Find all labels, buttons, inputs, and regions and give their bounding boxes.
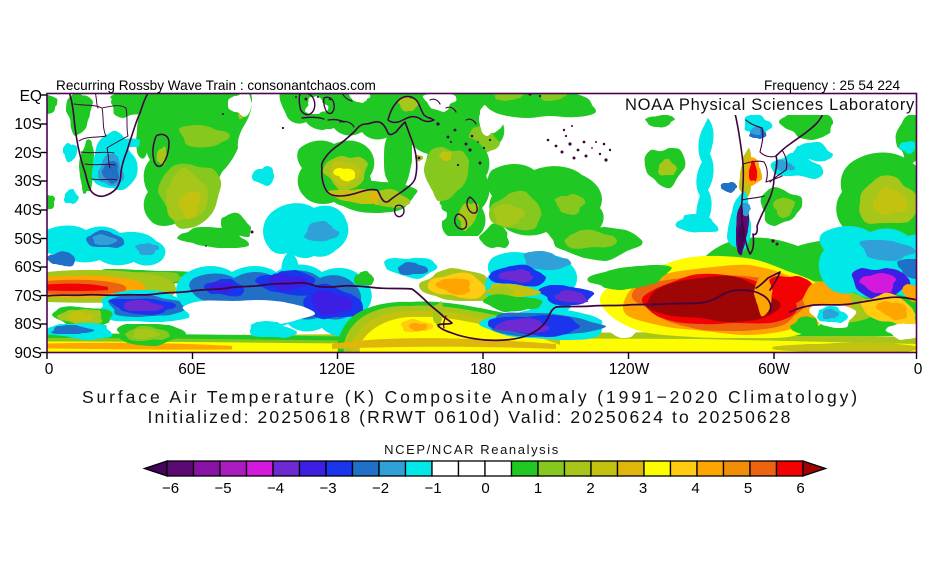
- svg-text:10S: 10S: [14, 116, 42, 133]
- svg-text:NOAA Physical Sciences Laborat: NOAA Physical Sciences Laboratory: [625, 96, 915, 114]
- svg-text:Surface Air Temperature (K) Co: Surface Air Temperature (K) Composite An…: [82, 387, 860, 407]
- svg-text:120W: 120W: [609, 361, 650, 378]
- svg-text:60S: 60S: [14, 259, 42, 276]
- svg-text:2: 2: [586, 480, 594, 497]
- svg-text:NCEP/NCAR Reanalysis: NCEP/NCAR Reanalysis: [384, 442, 560, 457]
- svg-text:20S: 20S: [14, 145, 42, 162]
- svg-text:−1: −1: [424, 480, 441, 497]
- svg-text:Frequency : 25 54 224: Frequency : 25 54 224: [764, 78, 900, 93]
- svg-text:1: 1: [534, 480, 542, 497]
- svg-text:−5: −5: [214, 480, 231, 497]
- svg-text:30S: 30S: [14, 173, 42, 190]
- svg-text:−2: −2: [372, 480, 389, 497]
- svg-text:50S: 50S: [14, 231, 42, 248]
- svg-text:0: 0: [914, 361, 923, 378]
- svg-text:90S: 90S: [14, 345, 42, 362]
- svg-text:40S: 40S: [14, 202, 42, 219]
- svg-text:80S: 80S: [14, 316, 42, 333]
- svg-text:4: 4: [691, 480, 699, 497]
- svg-text:180: 180: [470, 361, 496, 378]
- svg-text:Recurring Rossby Wave Train :: Recurring Rossby Wave Train : consonantc…: [56, 78, 376, 93]
- svg-text:EQ: EQ: [20, 88, 42, 105]
- svg-text:70S: 70S: [14, 288, 42, 305]
- svg-text:6: 6: [796, 480, 804, 497]
- svg-text:−6: −6: [162, 480, 179, 497]
- svg-text:120E: 120E: [319, 361, 355, 378]
- svg-text:3: 3: [639, 480, 647, 497]
- svg-text:−4: −4: [267, 480, 284, 497]
- svg-text:−3: −3: [319, 480, 336, 497]
- svg-text:60W: 60W: [758, 361, 790, 378]
- svg-text:60E: 60E: [178, 361, 206, 378]
- svg-text:0: 0: [45, 361, 54, 378]
- svg-text:5: 5: [744, 480, 752, 497]
- svg-text:Initialized: 20250618 (RRWT 06: Initialized: 20250618 (RRWT 0610d) Valid…: [148, 407, 793, 427]
- svg-text:0: 0: [481, 480, 489, 497]
